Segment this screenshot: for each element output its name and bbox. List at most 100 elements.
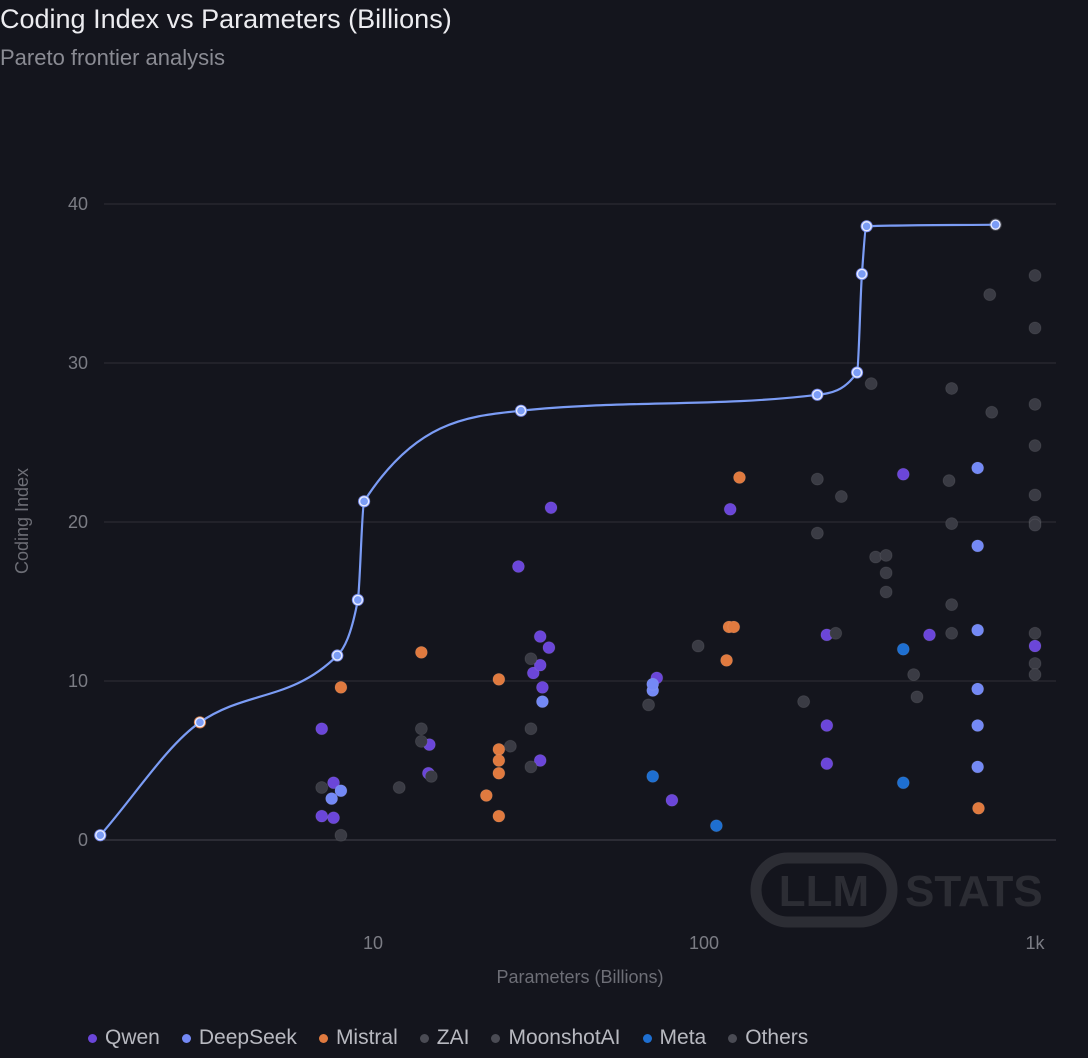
data-point-zai[interactable] bbox=[810, 472, 824, 486]
data-point-qwen[interactable] bbox=[327, 811, 341, 825]
data-point-deepseek[interactable] bbox=[971, 719, 985, 733]
data-point-qwen[interactable] bbox=[526, 666, 540, 680]
data-point-zai[interactable] bbox=[524, 722, 538, 736]
data-point-zai[interactable] bbox=[1028, 269, 1042, 283]
data-point-mistral[interactable] bbox=[414, 645, 428, 659]
legend-item-others[interactable]: Others bbox=[728, 1026, 808, 1050]
data-point-mistral[interactable] bbox=[492, 754, 506, 767]
pareto-frontier-point[interactable] bbox=[856, 268, 868, 280]
data-point-zai[interactable] bbox=[524, 760, 538, 774]
data-point-qwen[interactable] bbox=[535, 680, 549, 694]
data-point-meta[interactable] bbox=[896, 642, 910, 656]
pareto-frontier-point[interactable] bbox=[812, 389, 823, 400]
data-point-deepseek[interactable] bbox=[646, 677, 660, 691]
data-point-mistral[interactable] bbox=[492, 766, 506, 780]
pareto-frontier-point[interactable] bbox=[990, 219, 1001, 230]
data-point-deepseek[interactable] bbox=[971, 682, 985, 696]
data-point-zai[interactable] bbox=[424, 769, 438, 783]
data-point-zai[interactable] bbox=[907, 668, 921, 682]
pareto-frontier-points[interactable] bbox=[95, 219, 1001, 841]
data-point-meta[interactable] bbox=[896, 776, 910, 790]
data-point-zai[interactable] bbox=[910, 690, 924, 704]
data-point-mistral[interactable] bbox=[492, 672, 506, 686]
data-point-qwen[interactable] bbox=[533, 658, 547, 672]
data-point-qwen[interactable] bbox=[533, 629, 547, 643]
chart-legend[interactable]: Qwen DeepSeek Mistral ZAI MoonshotAI Meta Othe… bbox=[88, 1026, 808, 1050]
data-point-deepseek[interactable] bbox=[971, 461, 985, 475]
data-point-mistral[interactable] bbox=[971, 801, 985, 815]
legend-item-deepseek[interactable]: DeepSeek bbox=[181, 1026, 297, 1050]
data-point-mistral[interactable] bbox=[492, 809, 506, 823]
pareto-frontier-point[interactable] bbox=[861, 221, 872, 232]
data-point-zai[interactable] bbox=[834, 490, 848, 504]
data-point-zai[interactable] bbox=[1028, 321, 1042, 335]
data-point-zai[interactable] bbox=[879, 585, 893, 599]
data-point-zai[interactable] bbox=[642, 698, 656, 712]
data-point-mistral[interactable] bbox=[334, 680, 348, 694]
data-point-zai[interactable] bbox=[1028, 518, 1042, 532]
data-point-deepseek[interactable] bbox=[535, 695, 549, 709]
data-point-zai[interactable] bbox=[985, 405, 999, 419]
data-point-zai[interactable] bbox=[810, 526, 824, 540]
data-point-zai[interactable] bbox=[414, 734, 428, 748]
legend-item-qwen[interactable]: Qwen bbox=[88, 1026, 160, 1050]
data-point-qwen[interactable] bbox=[544, 501, 558, 515]
pareto-frontier-point[interactable] bbox=[332, 650, 343, 661]
data-point-qwen[interactable] bbox=[665, 793, 679, 807]
data-point-zai[interactable] bbox=[945, 598, 959, 612]
data-point-zai[interactable] bbox=[945, 626, 959, 640]
data-point-zai[interactable] bbox=[1028, 397, 1042, 411]
pareto-frontier-point[interactable] bbox=[352, 594, 364, 606]
data-point-qwen[interactable] bbox=[1028, 639, 1042, 653]
data-point-zai[interactable] bbox=[879, 566, 893, 580]
data-point-zai[interactable] bbox=[503, 739, 517, 753]
data-point-zai[interactable] bbox=[983, 288, 997, 302]
data-point-qwen[interactable] bbox=[820, 719, 834, 733]
legend-item-moonshotai[interactable]: MoonshotAI bbox=[491, 1026, 621, 1050]
data-point-mistral[interactable] bbox=[492, 742, 506, 756]
pareto-frontier-point[interactable] bbox=[515, 405, 527, 416]
data-point-deepseek[interactable] bbox=[971, 539, 985, 553]
data-point-zai[interactable] bbox=[691, 639, 705, 653]
legend-item-mistral[interactable]: Mistral bbox=[318, 1026, 398, 1050]
data-point-deepseek[interactable] bbox=[971, 623, 985, 637]
data-point-zai[interactable] bbox=[392, 781, 406, 795]
data-point-zai[interactable] bbox=[797, 695, 811, 709]
data-point-deepseek[interactable] bbox=[971, 760, 985, 774]
data-point-deepseek[interactable] bbox=[325, 792, 339, 806]
pareto-frontier-point[interactable] bbox=[95, 830, 106, 841]
data-point-zai[interactable] bbox=[1028, 626, 1042, 640]
data-point-qwen[interactable] bbox=[922, 628, 936, 642]
data-point-mistral[interactable] bbox=[732, 470, 746, 484]
pareto-frontier-point[interactable] bbox=[194, 717, 206, 728]
pareto-frontier-point[interactable] bbox=[358, 496, 370, 507]
data-point-qwen[interactable] bbox=[533, 754, 547, 767]
data-point-zai[interactable] bbox=[334, 828, 348, 842]
data-point-qwen[interactable] bbox=[723, 502, 737, 516]
data-point-zai[interactable] bbox=[315, 781, 329, 795]
data-point-zai[interactable] bbox=[864, 377, 878, 391]
data-point-zai[interactable] bbox=[1028, 657, 1042, 671]
data-point-qwen[interactable] bbox=[542, 641, 556, 655]
data-point-zai[interactable] bbox=[524, 652, 538, 666]
data-point-zai[interactable] bbox=[1028, 439, 1042, 453]
data-point-mistral[interactable] bbox=[720, 653, 734, 667]
legend-item-zai[interactable]: ZAI bbox=[419, 1026, 469, 1050]
data-point-mistral[interactable] bbox=[727, 620, 741, 634]
pareto-frontier-point[interactable] bbox=[851, 367, 863, 378]
legend-item-meta[interactable]: Meta bbox=[642, 1026, 706, 1050]
data-point-qwen[interactable] bbox=[315, 809, 329, 823]
data-point-deepseek[interactable] bbox=[334, 784, 348, 798]
data-point-mistral[interactable] bbox=[479, 788, 493, 802]
data-point-zai[interactable] bbox=[945, 381, 959, 395]
data-point-zai[interactable] bbox=[1028, 668, 1042, 682]
data-point-qwen[interactable] bbox=[315, 722, 329, 736]
data-point-zai[interactable] bbox=[879, 548, 893, 562]
data-point-qwen[interactable] bbox=[820, 757, 834, 771]
data-point-zai[interactable] bbox=[1028, 488, 1042, 502]
data-point-zai[interactable] bbox=[942, 474, 956, 488]
data-point-zai[interactable] bbox=[414, 722, 428, 736]
data-point-zai[interactable] bbox=[829, 626, 843, 640]
data-point-qwen[interactable] bbox=[511, 560, 525, 574]
data-point-meta[interactable] bbox=[709, 819, 723, 833]
